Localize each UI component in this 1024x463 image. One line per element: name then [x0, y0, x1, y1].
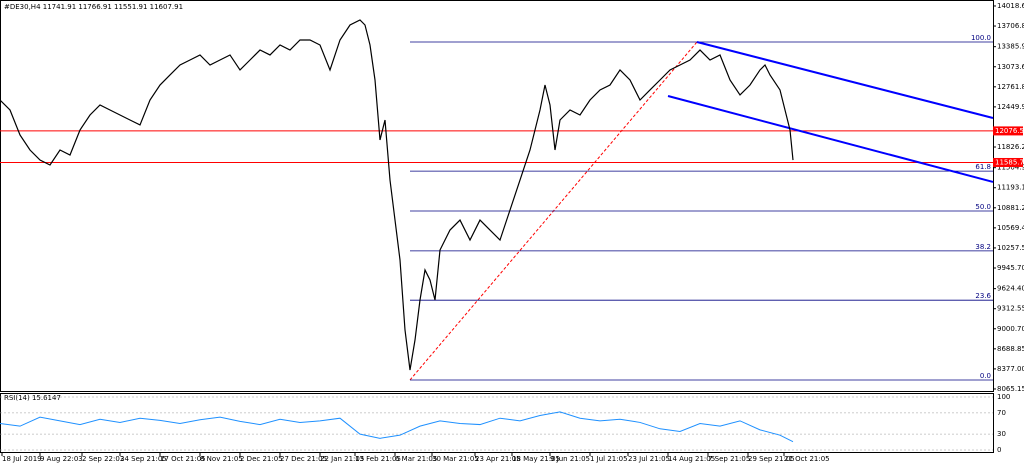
y-tick-label: 13706.80: [997, 22, 1024, 30]
rsi-tick-label: 100: [997, 393, 1010, 401]
rsi-line: [0, 411, 794, 443]
channel-line: [696, 41, 994, 119]
fib-label: 100.0: [971, 34, 991, 42]
y-tick-label: 13385.90: [997, 43, 1024, 51]
y-tick-label: 11504.95: [997, 164, 1024, 172]
price-label-bg: [993, 126, 1023, 136]
rsi-title: RSI(14) 15.6147: [4, 394, 61, 402]
rsi-tick-label: 70: [997, 409, 1006, 417]
y-tick-label: 14018.65: [997, 2, 1024, 10]
rsi-tick-label: 30: [997, 430, 1006, 438]
y-tick-label: 10881.25: [997, 204, 1024, 212]
fib-label: 23.6: [975, 292, 991, 300]
y-tick-label: 8377.00: [997, 365, 1024, 373]
y-tick-label: 10257.55: [997, 244, 1024, 252]
y-tick-label: 12761.80: [997, 83, 1024, 91]
x-tick-label: 18 Jul 2019: [2, 455, 42, 463]
x-tick-label: 9 Aug 22:03: [40, 455, 83, 463]
fib-label: 50.0: [975, 203, 991, 211]
x-tick-label: 9 Jun 21:05: [550, 455, 590, 463]
x-tick-label: 22 Jan 21:05: [320, 455, 364, 463]
y-tick-label: 12449.95: [997, 103, 1024, 111]
channel-line: [667, 95, 994, 183]
price-label-bg: [993, 157, 1023, 167]
price-line-series: [0, 19, 794, 371]
x-tick-label: 23 Apr 21:05: [475, 455, 521, 463]
y-tick-label: 13073.65: [997, 63, 1024, 71]
x-tick-label: 17 Oct 21:05: [160, 455, 206, 463]
x-tick-label: 13 Feb 21:05: [355, 455, 401, 463]
y-tick-label: 9624.40: [997, 285, 1024, 293]
y-tick-label: 8688.85: [997, 345, 1024, 353]
y-tick-label: 10569.40: [997, 224, 1024, 232]
x-tick-label: 14 Aug 21:05: [668, 455, 715, 463]
price-label: 11585.79: [995, 158, 1024, 166]
x-tick-label: 2 Dec 21:05: [240, 455, 283, 463]
y-tick-label: 9312.55: [997, 305, 1024, 313]
chart-title: #DE30,H4 11741.91 11766.91 11551.91 1160…: [4, 3, 183, 11]
x-tick-label: 29 Sep 21:05: [748, 455, 795, 463]
x-tick-label: 23 Jul 21:05: [628, 455, 670, 463]
x-tick-label: 21 Oct 21:05: [784, 455, 830, 463]
y-tick-label: 9000.70: [997, 325, 1024, 333]
fib-label: 61.8: [975, 163, 991, 171]
y-tick-label: 11826.25: [997, 143, 1024, 151]
rsi-tick-label: 0: [997, 446, 1001, 454]
fib-label: 38.2: [975, 243, 991, 251]
x-tick-label: 7 Sep 21:05: [708, 455, 750, 463]
x-tick-label: 8 Nov 21:05: [200, 455, 243, 463]
y-tick-label: 11193.10: [997, 184, 1024, 192]
x-tick-label: 1 Jul 21:05: [590, 455, 628, 463]
price-label: 12076.58: [995, 127, 1024, 135]
rsi-frame: [0, 393, 994, 453]
x-tick-label: 24 Sep 21:05: [120, 455, 167, 463]
x-tick-label: 2 Sep 22:03: [82, 455, 124, 463]
x-tick-label: 6 Mar 21:05: [395, 455, 437, 463]
y-tick-label: 9945.70: [997, 264, 1024, 272]
fib-label: 0.0: [980, 372, 991, 380]
x-tick-label: 27 Dec 21:05: [280, 455, 327, 463]
x-tick-label: 30 Mar 21:05: [432, 455, 479, 463]
x-tick-label: 18 May 21:05: [512, 455, 560, 463]
y-tick-label: 8065.15: [997, 385, 1024, 393]
main-frame: [0, 0, 994, 392]
